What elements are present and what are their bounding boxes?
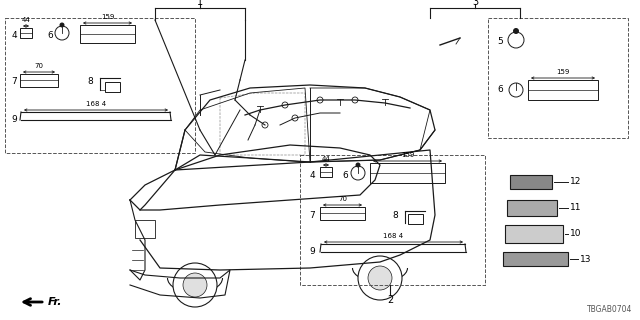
Bar [488, 18, 628, 138]
Circle shape [351, 166, 365, 180]
Text: 168 4: 168 4 [86, 101, 106, 107]
Bar [20, 74, 58, 87]
Text: 12: 12 [570, 178, 582, 187]
Text: 70: 70 [35, 63, 44, 69]
Bar [370, 163, 445, 183]
Text: 10: 10 [570, 229, 582, 238]
Text: 168 4: 168 4 [383, 233, 404, 239]
Text: 9: 9 [309, 247, 315, 257]
Circle shape [183, 273, 207, 297]
Text: 3: 3 [472, 0, 478, 7]
Text: 13: 13 [580, 254, 592, 263]
Circle shape [508, 32, 524, 48]
Bar [300, 155, 485, 285]
Bar [105, 82, 120, 92]
Bar [505, 225, 563, 243]
Circle shape [55, 26, 69, 40]
Circle shape [317, 97, 323, 103]
Text: 8: 8 [87, 77, 93, 86]
Text: 159: 159 [401, 152, 414, 158]
Circle shape [358, 256, 402, 300]
Text: 44: 44 [322, 156, 330, 162]
Text: 5: 5 [497, 37, 503, 46]
Bar [320, 207, 365, 220]
Bar [408, 214, 423, 224]
Text: 7: 7 [309, 211, 315, 220]
Bar [528, 80, 598, 100]
Bar [320, 167, 332, 177]
Circle shape [352, 97, 358, 103]
Text: 1: 1 [197, 0, 203, 7]
Circle shape [513, 28, 519, 34]
Text: 44: 44 [22, 17, 30, 23]
Text: 9: 9 [11, 116, 17, 124]
Circle shape [355, 163, 360, 167]
Text: Fr.: Fr. [48, 297, 63, 307]
Text: 6: 6 [342, 171, 348, 180]
Text: 6: 6 [47, 30, 53, 39]
Bar [510, 175, 552, 189]
Text: TBGAB0704: TBGAB0704 [587, 305, 632, 314]
Text: 7: 7 [11, 77, 17, 86]
Circle shape [262, 122, 268, 128]
Text: 159: 159 [101, 14, 114, 20]
Circle shape [282, 102, 288, 108]
Text: 8: 8 [392, 211, 398, 220]
Text: 4: 4 [11, 30, 17, 39]
Circle shape [368, 266, 392, 290]
Circle shape [173, 263, 217, 307]
Bar [5, 18, 195, 153]
Text: 70: 70 [338, 196, 347, 202]
Bar [503, 252, 568, 266]
Circle shape [60, 22, 65, 28]
Bar [80, 25, 135, 43]
Text: 2: 2 [387, 295, 393, 305]
Text: 159: 159 [556, 69, 570, 75]
Bar [507, 200, 557, 216]
Text: 6: 6 [497, 85, 503, 94]
Text: 4: 4 [309, 171, 315, 180]
Bar [20, 28, 32, 38]
Text: 11: 11 [570, 204, 582, 212]
Bar [135, 220, 155, 238]
Circle shape [292, 115, 298, 121]
Circle shape [509, 83, 523, 97]
